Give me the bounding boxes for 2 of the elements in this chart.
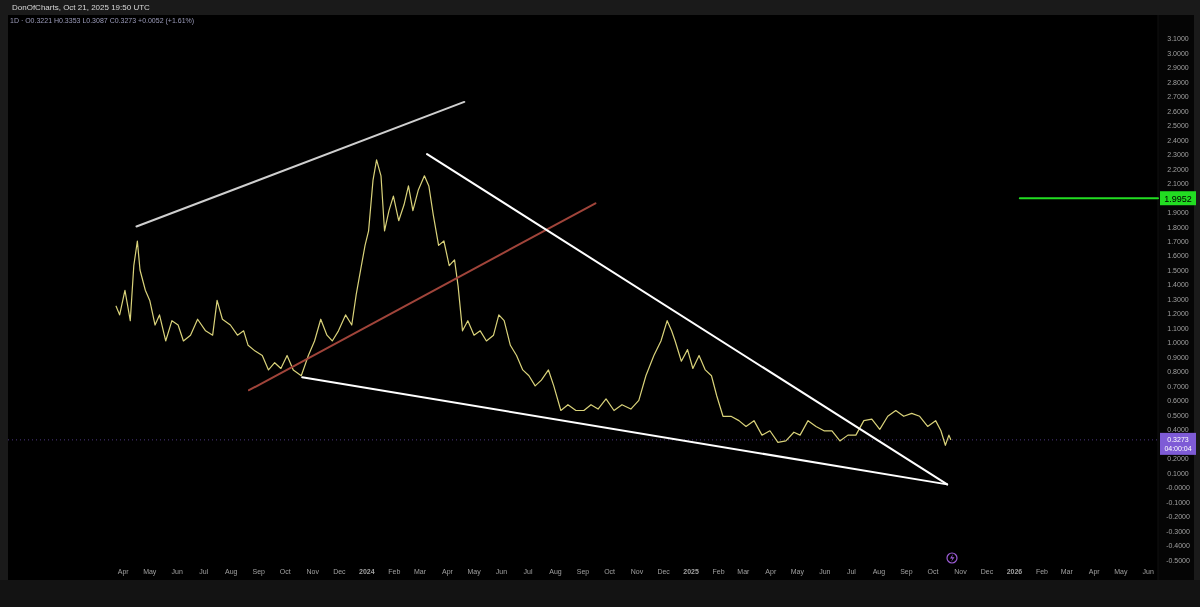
- chart-subtitle: DonOfCharts, Oct 21, 2025 19:50 UTC: [12, 3, 151, 12]
- data-label: 1.9952: [1164, 193, 1192, 204]
